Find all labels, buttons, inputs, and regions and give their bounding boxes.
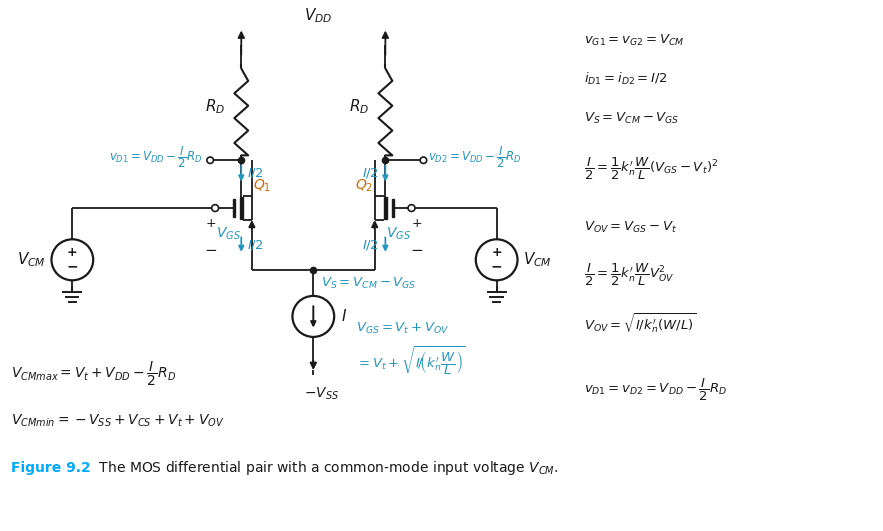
Text: $I$: $I$	[341, 309, 347, 324]
Text: $I/2$: $I/2$	[247, 238, 264, 252]
Text: $-V_{SS}$: $-V_{SS}$	[304, 386, 339, 402]
Text: $V_{OV}=V_{GS}-V_t$: $V_{OV}=V_{GS}-V_t$	[584, 220, 677, 235]
Text: $R_D$: $R_D$	[205, 98, 225, 116]
Bar	[392, 199, 394, 217]
Text: $V_{CMmin}=-V_{SS}+V_{CS}+V_t+V_{OV}$: $V_{CMmin}=-V_{SS}+V_{CS}+V_t+V_{OV}$	[11, 413, 224, 429]
Bar	[384, 198, 387, 219]
Text: $R_D$: $R_D$	[349, 98, 369, 116]
Text: $+$: $+$	[411, 217, 422, 230]
Text: $=V_t+\sqrt{I\!/\!\left(k_n^\prime\dfrac{W}{L}\right)}$: $=V_t+\sqrt{I\!/\!\left(k_n^\prime\dfrac…	[356, 344, 465, 377]
Text: $v_{D1}=V_{DD}-\dfrac{I}{2}R_D$: $v_{D1}=V_{DD}-\dfrac{I}{2}R_D$	[109, 144, 203, 170]
Text: $V_{CM}$: $V_{CM}$	[524, 251, 552, 269]
Text: −: −	[66, 260, 79, 273]
Text: $v_{D2}=V_{DD}-\dfrac{I}{2}R_D$: $v_{D2}=V_{DD}-\dfrac{I}{2}R_D$	[428, 144, 522, 170]
Text: $V_S = V_{CM} - V_{GS}$: $V_S = V_{CM} - V_{GS}$	[321, 277, 417, 292]
Text: $V_{GS}=V_t+V_{OV}$: $V_{GS}=V_t+V_{OV}$	[356, 321, 449, 336]
Text: $i_{D1}=i_{D2}=I/2$: $i_{D1}=i_{D2}=I/2$	[584, 71, 668, 87]
Circle shape	[408, 204, 415, 211]
Text: $V_{GS}$: $V_{GS}$	[215, 226, 240, 242]
Text: $V_{DD}$: $V_{DD}$	[304, 6, 332, 24]
Text: $V_{GS}$: $V_{GS}$	[386, 226, 411, 242]
Text: $V_{OV}=\sqrt{I/k_n^\prime(W/L)}$: $V_{OV}=\sqrt{I/k_n^\prime(W/L)}$	[584, 311, 697, 335]
Text: $Q_1$: $Q_1$	[253, 178, 271, 194]
Bar	[239, 198, 243, 219]
Text: +: +	[491, 246, 502, 260]
Text: $I/2$: $I/2$	[247, 166, 264, 180]
Text: $-$: $-$	[204, 241, 216, 256]
Text: $+$: $+$	[205, 217, 215, 230]
Text: $I/2$: $I/2$	[362, 238, 380, 252]
Circle shape	[212, 204, 219, 211]
Text: $I/2$: $I/2$	[362, 166, 380, 180]
Text: +: +	[67, 246, 78, 260]
Text: The MOS differential pair with a common-mode input voltage $V_{CM}$.: The MOS differential pair with a common-…	[90, 459, 559, 477]
Bar	[233, 199, 235, 217]
Text: $Q_2$: $Q_2$	[355, 178, 374, 194]
Text: $V_{CM}$: $V_{CM}$	[17, 251, 46, 269]
Text: $v_{D1}=v_{D2}=V_{DD}-\dfrac{I}{2}R_D$: $v_{D1}=v_{D2}=V_{DD}-\dfrac{I}{2}R_D$	[584, 376, 727, 402]
Text: $\dfrac{I}{2}=\dfrac{1}{2}k_n^\prime\dfrac{W}{L}V_{OV}^2$: $\dfrac{I}{2}=\dfrac{1}{2}k_n^\prime\dfr…	[584, 261, 675, 287]
Text: $-$: $-$	[410, 241, 423, 256]
Text: $V_S=V_{CM}-V_{GS}$: $V_S=V_{CM}-V_{GS}$	[584, 111, 680, 126]
Circle shape	[207, 157, 214, 164]
Text: Figure 9.2: Figure 9.2	[11, 461, 90, 475]
Circle shape	[420, 157, 426, 164]
Text: $v_{G1}=v_{G2}=V_{CM}$: $v_{G1}=v_{G2}=V_{CM}$	[584, 32, 684, 48]
Text: −: −	[491, 260, 502, 273]
Text: $\dfrac{I}{2}=\dfrac{1}{2}k_n^\prime\dfrac{W}{L}(V_{GS}-V_t)^2$: $\dfrac{I}{2}=\dfrac{1}{2}k_n^\prime\dfr…	[584, 156, 719, 182]
Text: $V_{CMmax}=V_t+V_{DD}-\dfrac{I}{2}R_D$: $V_{CMmax}=V_t+V_{DD}-\dfrac{I}{2}R_D$	[11, 360, 176, 388]
